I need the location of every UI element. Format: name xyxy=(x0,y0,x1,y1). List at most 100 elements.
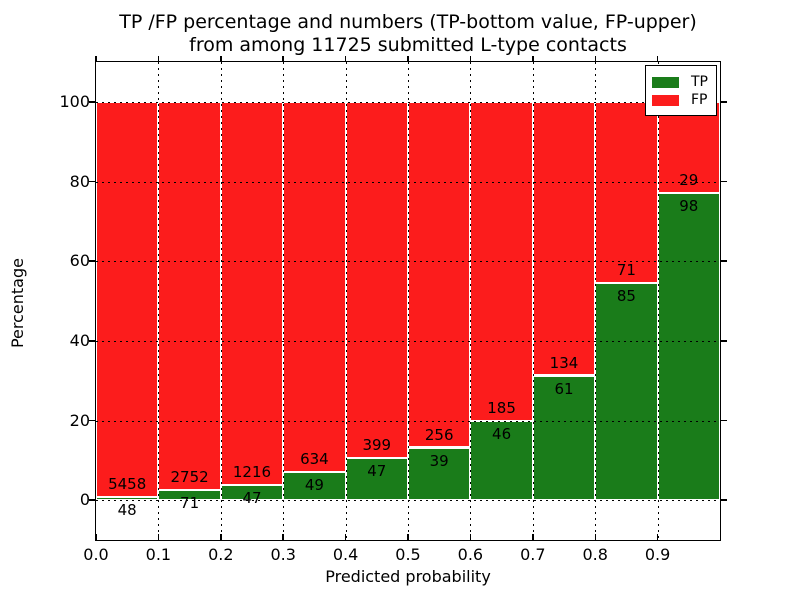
tp-count-label: 48 xyxy=(117,500,137,519)
x-tick-mark xyxy=(282,534,284,540)
gridline-x-0.2 xyxy=(220,62,222,540)
fp-count-label: 29 xyxy=(679,170,699,189)
tp-count-label: 49 xyxy=(304,475,324,494)
tp-count-label: 85 xyxy=(616,287,636,306)
x-axis-label: Predicted probability xyxy=(325,567,491,586)
x-tick-mark xyxy=(157,534,160,540)
legend-item-fp: FP xyxy=(652,92,716,108)
x-tick-mark xyxy=(407,534,409,540)
tp-bar-segment xyxy=(96,496,159,501)
y-tick-mark-right xyxy=(721,180,727,183)
x-tick-label: 0.1 xyxy=(145,545,172,564)
fp-bar-segment xyxy=(345,101,408,459)
legend-item-tp: TP xyxy=(652,74,716,90)
fp-count-label: 2752 xyxy=(170,468,209,487)
fp-bar-segment xyxy=(408,101,471,448)
tp-count-label: 71 xyxy=(180,494,200,513)
fp-legend-label: FP xyxy=(691,92,708,108)
y-tick-label: 40 xyxy=(69,330,90,350)
tp-count-label: 98 xyxy=(679,196,699,215)
x-tick-mark-top xyxy=(532,56,534,61)
y-tick-mark xyxy=(89,499,95,501)
tp-bar-segment xyxy=(283,471,346,501)
y-axis-label: Percentage xyxy=(8,258,27,349)
legend: TP FP xyxy=(645,65,717,116)
fp-bar-segment xyxy=(595,101,658,284)
gridline-x-0.6 xyxy=(470,62,472,540)
tp-count-label: 47 xyxy=(242,489,262,508)
x-tick-label: 0.4 xyxy=(332,545,359,564)
tp-bar-segment xyxy=(470,420,533,501)
x-tick-mark xyxy=(344,534,347,540)
x-tick-mark-top xyxy=(594,56,596,61)
y-tick-label: 80 xyxy=(69,171,90,191)
gridline-x-0.1 xyxy=(158,62,160,540)
tp-bar-segment xyxy=(595,283,658,501)
fp-count-label: 5458 xyxy=(108,474,147,493)
x-tick-mark xyxy=(532,534,534,540)
tp-bar-segment xyxy=(657,192,720,501)
x-tick-label: 0.6 xyxy=(457,545,484,564)
y-tick-mark-right xyxy=(721,101,727,103)
x-tick-mark-top xyxy=(95,56,97,61)
x-tick-mark xyxy=(656,534,659,540)
y-tick-label: 60 xyxy=(69,251,90,271)
x-tick-mark-top xyxy=(344,56,347,61)
y-tick-mark xyxy=(89,101,95,103)
y-tick-mark xyxy=(89,260,95,262)
y-tick-mark xyxy=(89,419,95,422)
x-tick-label: 0.5 xyxy=(395,545,421,564)
x-tick-mark-top xyxy=(282,56,284,61)
x-tick-label: 0.2 xyxy=(208,545,234,564)
fp-bar-segment xyxy=(532,101,596,376)
tp-bar-segment xyxy=(532,375,596,501)
x-tick-mark xyxy=(469,534,472,540)
fp-legend-swatch xyxy=(652,94,679,106)
chart-title-line2: from among 11725 submitted L-type contac… xyxy=(189,34,627,56)
fp-count-label: 71 xyxy=(616,261,636,280)
tp-count-label: 39 xyxy=(429,451,449,470)
tp-count-label: 47 xyxy=(367,462,387,481)
tp-bar-segment xyxy=(345,458,408,501)
x-tick-label: 0.7 xyxy=(520,545,546,564)
gridline-x-0.4 xyxy=(345,62,347,540)
y-tick-label: 100 xyxy=(59,91,90,111)
x-tick-mark xyxy=(220,534,222,540)
x-tick-mark xyxy=(594,534,596,540)
tp-count-label: 61 xyxy=(554,379,574,398)
y-tick-label: 20 xyxy=(69,410,90,430)
x-tick-mark xyxy=(95,534,97,540)
y-tick-mark-right xyxy=(721,340,727,342)
gridline-x-0.9 xyxy=(657,62,659,540)
x-tick-mark-top xyxy=(407,56,409,61)
fp-bar-segment xyxy=(220,101,284,486)
y-tick-mark-right xyxy=(721,260,727,262)
y-tick-mark xyxy=(89,180,95,183)
fp-count-label: 256 xyxy=(424,425,454,444)
fp-bar-segment xyxy=(283,101,346,472)
chart-title-line1: TP /FP percentage and numbers (TP-bottom… xyxy=(119,11,697,33)
fp-bar-segment xyxy=(657,101,720,193)
tp-legend-label: TP xyxy=(691,74,708,90)
fp-bar-segment xyxy=(158,101,221,491)
fp-count-label: 134 xyxy=(549,353,579,372)
y-tick-mark-right xyxy=(721,499,727,501)
x-tick-label: 0.0 xyxy=(83,545,109,564)
y-tick-mark-right xyxy=(721,419,727,422)
fp-count-label: 185 xyxy=(487,398,516,417)
fp-count-label: 399 xyxy=(362,436,392,455)
gridline-x-0.7 xyxy=(532,62,534,540)
plot-area: 5458 48 2752 71 1216 47 634 49 399 47 256 39 185 46 13… xyxy=(89,56,727,541)
tp-legend-swatch xyxy=(652,76,679,88)
fp-bar-segment xyxy=(96,101,159,497)
fp-count-label: 1216 xyxy=(232,463,272,482)
gridline-x-0.5 xyxy=(408,62,409,540)
x-tick-mark-top xyxy=(157,56,160,61)
y-tick-mark xyxy=(89,340,95,342)
x-tick-mark-top xyxy=(469,56,472,61)
x-tick-mark-top xyxy=(220,56,222,61)
gridline-x-0.8 xyxy=(595,62,597,540)
gridline-x-0.3 xyxy=(283,62,285,540)
x-tick-label: 0.8 xyxy=(582,545,608,564)
